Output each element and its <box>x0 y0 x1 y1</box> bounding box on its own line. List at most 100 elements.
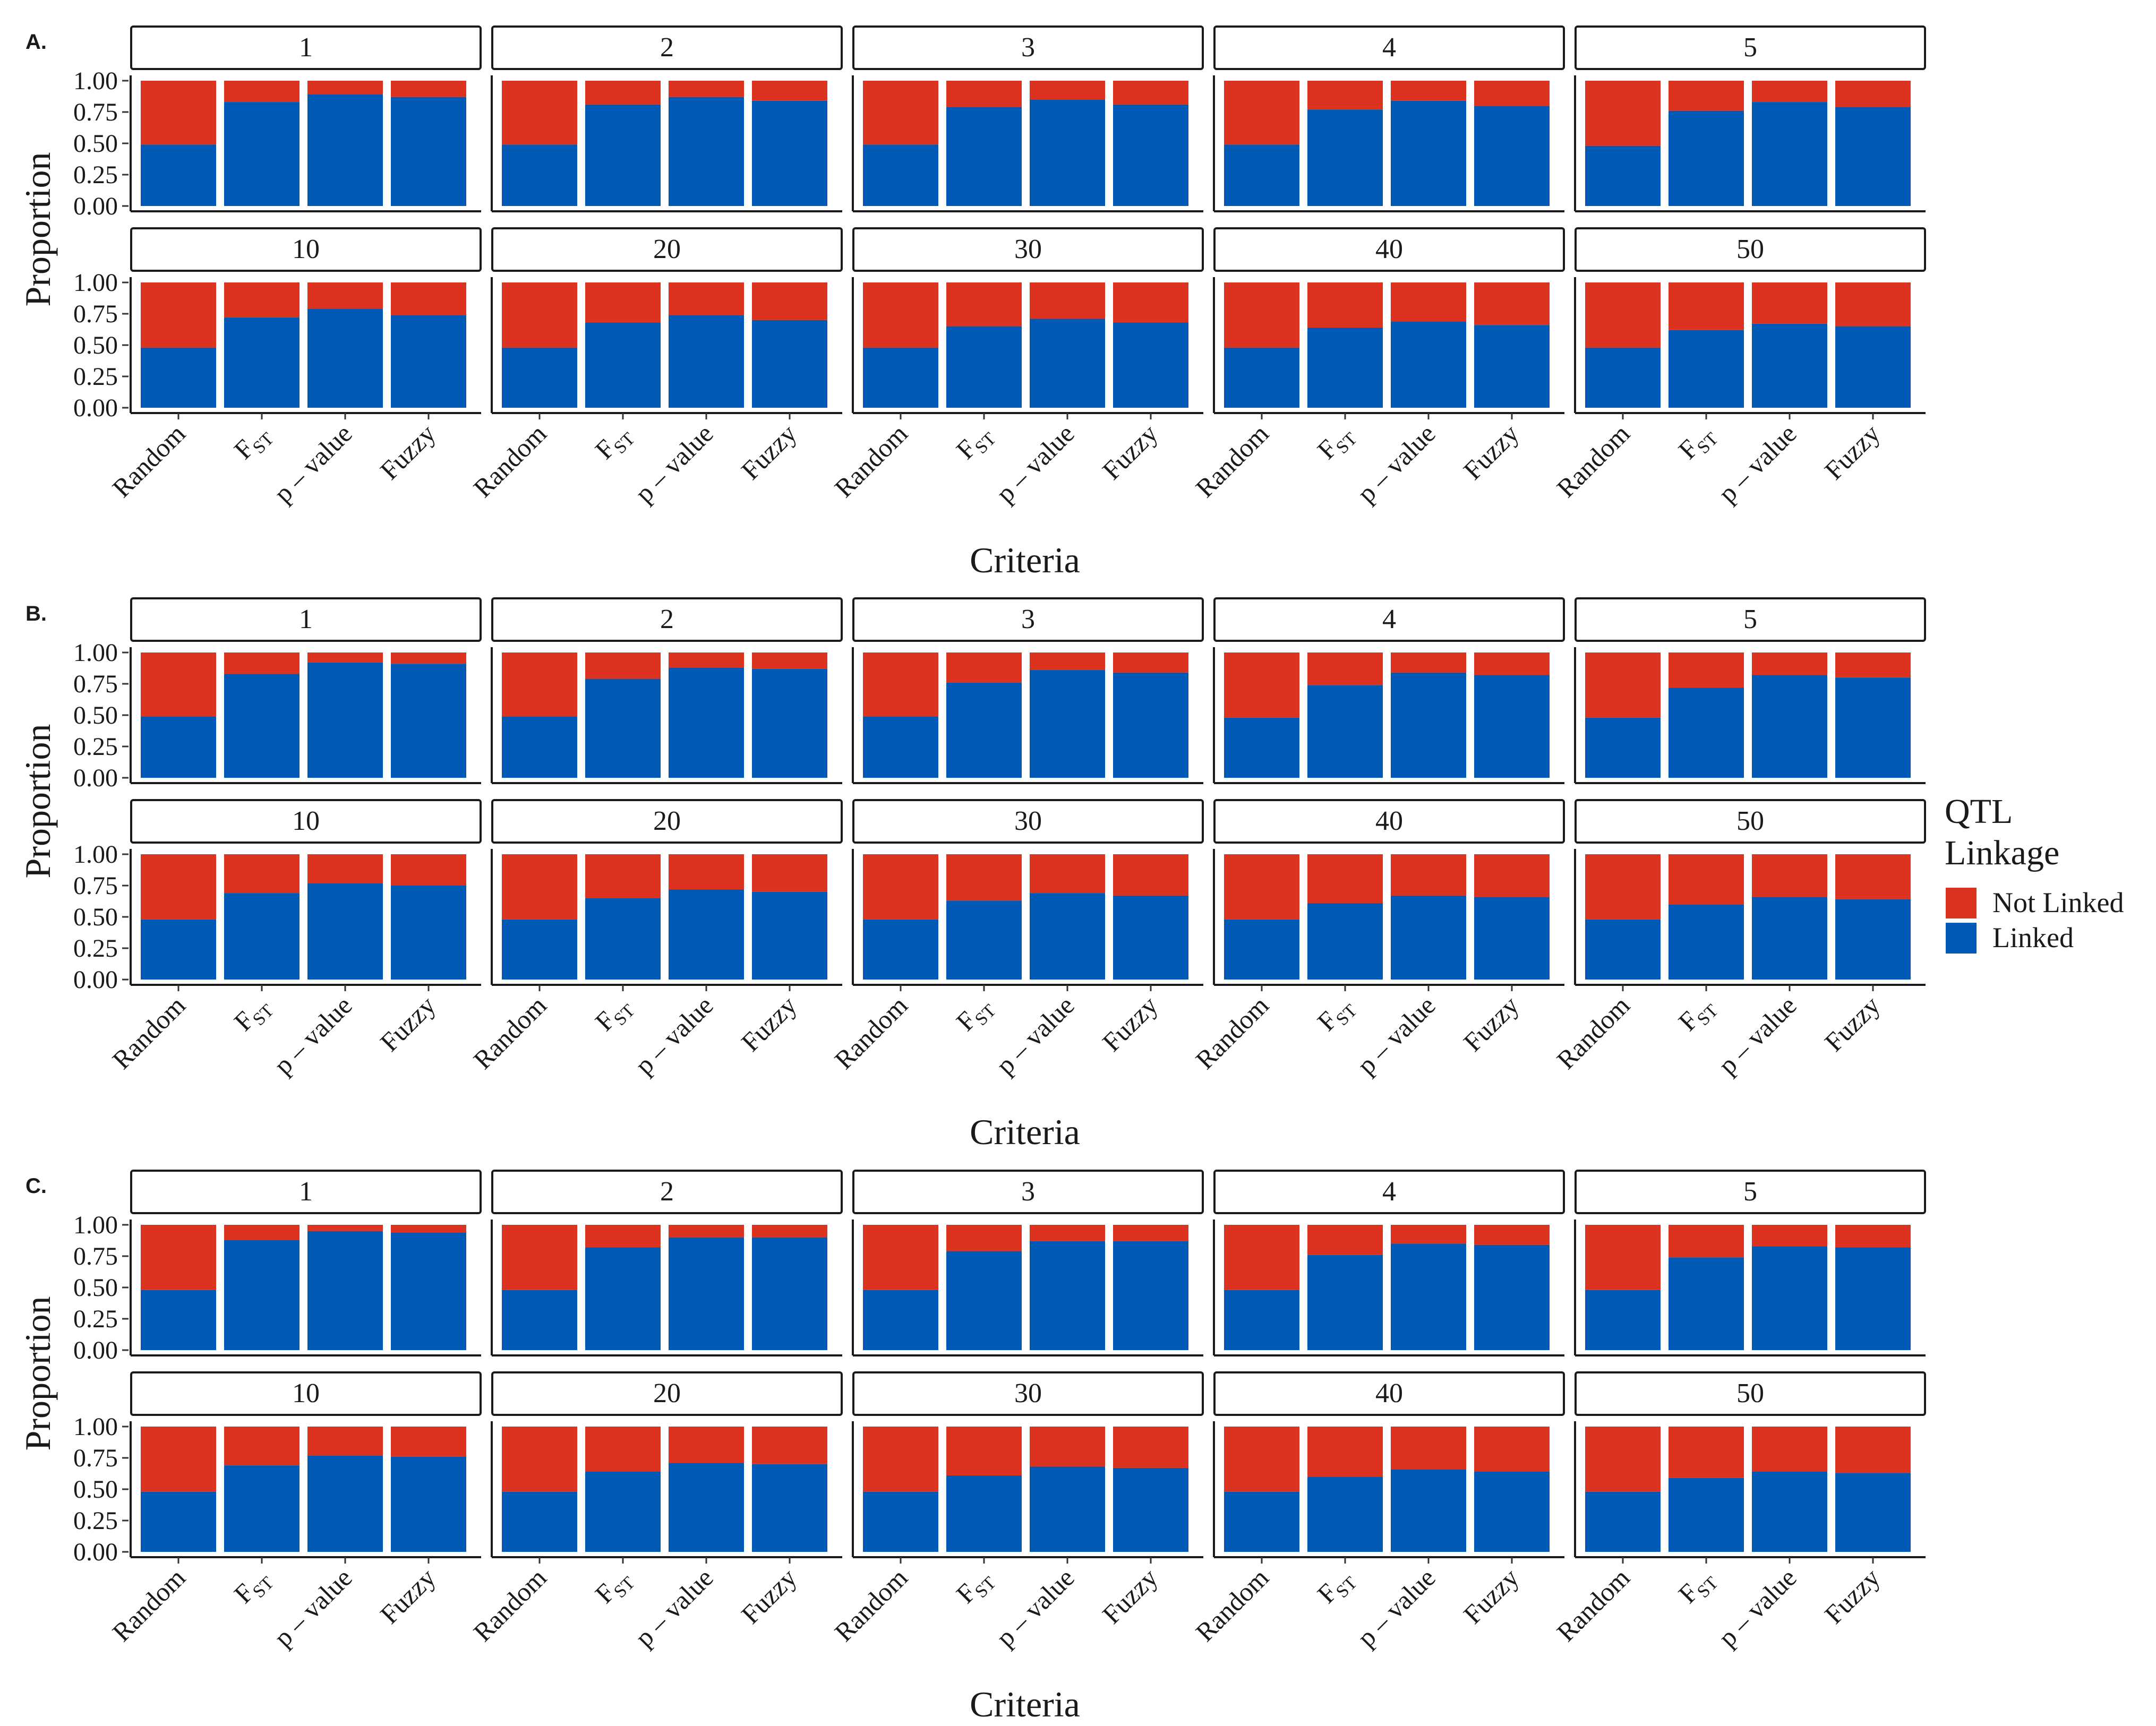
bar-linked <box>502 144 577 206</box>
facet-strip-label: 1 <box>299 1177 313 1207</box>
x-tick-label: FST <box>1311 1562 1361 1612</box>
facet-strip <box>1575 799 1926 844</box>
bar-not-linked <box>1030 854 1105 894</box>
bar-not-linked <box>307 1427 383 1456</box>
bar-not-linked <box>1752 854 1827 897</box>
x-tick-label: Random <box>828 990 913 1075</box>
bar-linked <box>1669 1257 1744 1350</box>
bar-linked <box>1113 1467 1188 1552</box>
x-tick-label-subscript: ST <box>1693 1001 1722 1029</box>
x-tick-label: p – value <box>1351 418 1441 508</box>
bar-not-linked <box>1307 652 1383 685</box>
bar-linked <box>1835 326 1911 408</box>
bar-not-linked <box>863 854 938 920</box>
x-tick-label: p – value <box>990 1562 1080 1652</box>
x-tick-label: Random <box>467 1562 552 1647</box>
panel-3: C. Proportion 0.00 0.25 0.50 0.75 1.00 1 2 3 4 5 0.0… <box>18 1170 1926 1724</box>
y-tick-label: 0.75 <box>73 98 118 126</box>
bar-not-linked <box>1835 652 1911 678</box>
x-tick-label: FST <box>589 1562 639 1612</box>
bar-linked <box>1113 104 1188 206</box>
bar-linked <box>863 1491 938 1552</box>
x-tick-label: Fuzzy <box>374 1562 441 1629</box>
y-tick-label: 0.50 <box>73 1274 118 1302</box>
x-tick-label: Random <box>1551 418 1635 503</box>
bar-linked <box>391 97 466 206</box>
facet-strip <box>491 1170 843 1214</box>
bar-linked <box>1474 106 1550 206</box>
bar-not-linked <box>502 854 577 920</box>
bar-not-linked <box>1391 1225 1466 1244</box>
facet-2: 2 <box>491 1170 843 1356</box>
bar-not-linked <box>1224 652 1299 718</box>
x-tick-label: FST <box>1311 418 1361 468</box>
facet-strip <box>491 227 843 272</box>
facet-strip-label: 50 <box>1736 1378 1764 1409</box>
bar-linked <box>1307 1255 1383 1350</box>
bar-not-linked <box>1669 282 1744 330</box>
x-tick-label-subscript: ST <box>249 1001 278 1029</box>
x-tick-label-subscript: ST <box>610 1573 639 1602</box>
facet-strip <box>1213 597 1565 642</box>
bar-linked <box>1391 672 1466 778</box>
facet-4: 4 <box>1213 1170 1565 1356</box>
bar-not-linked <box>752 1427 827 1464</box>
bar-linked <box>1113 322 1188 408</box>
bar-not-linked <box>946 1427 1022 1476</box>
x-tick-label: FST <box>589 990 639 1040</box>
facet-strip <box>1575 227 1926 272</box>
bar-linked <box>1752 102 1827 206</box>
bar-not-linked <box>1030 81 1105 100</box>
x-tick-label: Fuzzy <box>374 418 441 485</box>
y-tick-label: 0.25 <box>73 363 118 391</box>
bar-linked <box>1474 1471 1550 1552</box>
bar-linked <box>585 322 661 408</box>
facet-strip <box>852 799 1204 844</box>
legend-swatch <box>1946 923 1977 954</box>
bar-not-linked <box>1474 282 1550 325</box>
facet-3: 3 <box>852 597 1204 784</box>
bar-not-linked <box>946 854 1022 901</box>
bar-not-linked <box>1391 282 1466 322</box>
x-tick-label: FST <box>228 990 278 1040</box>
bar-not-linked <box>863 1225 938 1290</box>
bar-not-linked <box>1585 282 1661 348</box>
bar-not-linked <box>1752 1225 1827 1247</box>
x-tick-label: p – value <box>1351 990 1441 1080</box>
bar-linked <box>1030 893 1105 980</box>
y-axis-title: Proportion <box>18 724 58 879</box>
facet-strip-label: 40 <box>1375 1378 1403 1409</box>
bar-not-linked <box>1391 652 1466 673</box>
bar-linked <box>946 107 1022 206</box>
bar-not-linked <box>863 652 938 717</box>
bar-not-linked <box>1224 854 1299 920</box>
bar-linked <box>946 900 1022 980</box>
bar-linked <box>502 347 577 408</box>
bar-not-linked <box>1391 81 1466 101</box>
facet-strip-label: 3 <box>1021 604 1035 634</box>
y-tick-label: 1.00 <box>73 639 118 667</box>
bar-linked <box>307 1455 383 1552</box>
bar-not-linked <box>946 81 1022 107</box>
x-tick-label-subscript: ST <box>971 429 1000 458</box>
x-axis-title: Criteria <box>970 1112 1080 1152</box>
legend-swatch <box>1946 888 1977 918</box>
bar-not-linked <box>141 1225 216 1290</box>
x-tick-label: Random <box>106 990 191 1075</box>
x-tick-label: FST <box>1672 418 1722 468</box>
bar-linked <box>391 1456 466 1552</box>
x-tick-label: Fuzzy <box>1097 990 1163 1057</box>
y-tick-label: 1.00 <box>73 269 118 297</box>
bar-linked <box>1307 327 1383 408</box>
bar-linked <box>1030 319 1105 408</box>
x-tick-label: Random <box>1190 1562 1274 1647</box>
facet-strip-label: 20 <box>653 806 681 836</box>
facet-1: 1 <box>130 597 482 784</box>
facet-strip-label: 2 <box>660 1177 674 1207</box>
